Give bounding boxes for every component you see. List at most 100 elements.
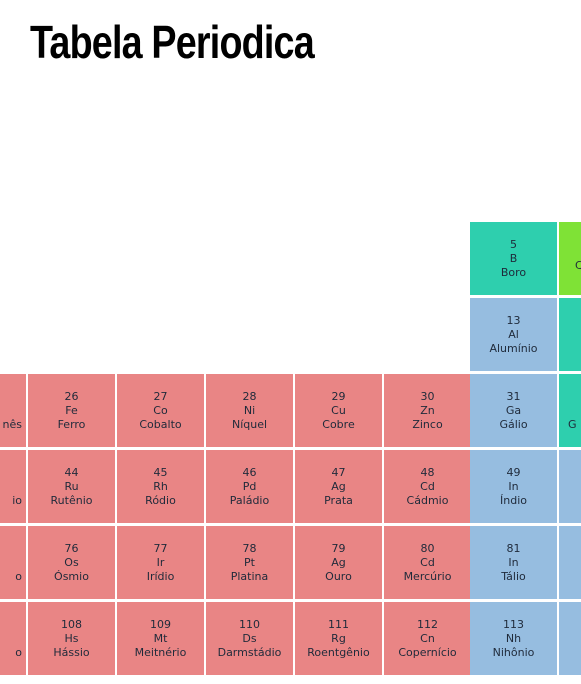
element-cell-boron[interactable]: 5 B Boro <box>470 222 557 295</box>
element-symbol: Pt <box>244 555 255 569</box>
element-name: Platina <box>230 569 269 583</box>
element-cell-platinum[interactable]: 78 Pt Platina <box>206 526 293 599</box>
element-symbol: Cd <box>420 479 435 493</box>
element-name: Ródio <box>145 493 176 507</box>
element-cell-rhodium[interactable]: 45 Rh Ródio <box>117 450 204 523</box>
element-name: Níquel <box>231 417 268 431</box>
element-number: 113 <box>503 617 524 631</box>
element-symbol: Nh <box>505 631 522 645</box>
element-symbol: B <box>509 251 518 265</box>
element-symbol: Al <box>508 327 519 341</box>
element-symbol: Pd <box>242 479 257 493</box>
element-number: 46 <box>242 465 257 479</box>
element-number: 30 <box>420 389 435 403</box>
element-cell-bohrium-partial[interactable]: o <box>0 602 26 675</box>
element-name: Hássio <box>53 645 90 659</box>
element-name: io <box>12 493 22 507</box>
element-number: 108 <box>61 617 82 631</box>
element-number: 27 <box>153 389 168 403</box>
element-number: 78 <box>242 541 257 555</box>
element-number: 44 <box>64 465 79 479</box>
element-symbol: In <box>508 555 519 569</box>
element-name: Darmstádio <box>217 645 282 659</box>
element-cell-aluminium[interactable]: 13 Al Alumínio <box>470 298 557 371</box>
element-number: 5 <box>510 237 517 251</box>
element-symbol: Os <box>64 555 79 569</box>
element-name: Cobalto <box>139 417 182 431</box>
element-cell-darmstadtium[interactable]: 110 Ds Darmstádio <box>206 602 293 675</box>
element-number: 111 <box>328 617 349 631</box>
element-symbol: Rh <box>153 479 168 493</box>
element-symbol: Co <box>153 403 168 417</box>
element-cell-nickel[interactable]: 28 Ni Níquel <box>206 374 293 447</box>
element-name: Mercúrio <box>403 569 452 583</box>
element-cell-carbon-partial[interactable]: C <box>559 222 581 295</box>
element-cell-ruthenium[interactable]: 44 Ru Rutênio <box>28 450 115 523</box>
element-symbol: Ni <box>243 403 256 417</box>
element-cell-indium[interactable]: 49 In Índio <box>470 450 557 523</box>
element-symbol: Cn <box>420 631 435 645</box>
element-number: 77 <box>153 541 168 555</box>
element-cell-thallium[interactable]: 81 In Tálio <box>470 526 557 599</box>
element-number: 13 <box>506 313 521 327</box>
element-cell-copernicium[interactable]: 112 Cn Copernício <box>384 602 471 675</box>
element-cell-silicon-partial[interactable] <box>559 298 581 371</box>
element-cell-osmium[interactable]: 76 Os Ósmio <box>28 526 115 599</box>
element-name: Copernício <box>398 645 457 659</box>
element-cell-zinc[interactable]: 30 Zn Zinco <box>384 374 471 447</box>
element-name: Ferro <box>57 417 86 431</box>
element-name: Zinco <box>412 417 443 431</box>
element-cell-cadmium[interactable]: 48 Cd Cádmio <box>384 450 471 523</box>
element-cell-hassium[interactable]: 108 Hs Hássio <box>28 602 115 675</box>
element-cell-tin-partial[interactable] <box>559 450 581 523</box>
element-name: nês <box>2 417 22 431</box>
element-name: Nihônio <box>492 645 535 659</box>
element-cell-iron[interactable]: 26 Fe Ferro <box>28 374 115 447</box>
element-cell-germanium-partial[interactable]: G <box>559 374 581 447</box>
element-name: Ósmio <box>54 569 89 583</box>
element-name: Gálio <box>499 417 528 431</box>
element-number: 26 <box>64 389 79 403</box>
element-number: 76 <box>64 541 79 555</box>
element-number: 81 <box>506 541 521 555</box>
element-number: 45 <box>153 465 168 479</box>
element-name: Tálio <box>501 569 526 583</box>
element-number: 29 <box>331 389 346 403</box>
element-cell-cobalt[interactable]: 27 Co Cobalto <box>117 374 204 447</box>
element-name: o <box>15 569 22 583</box>
element-cell-silver[interactable]: 47 Ag Prata <box>295 450 382 523</box>
element-cell-palladium[interactable]: 46 Pd Paládio <box>206 450 293 523</box>
element-cell-roentgenium[interactable]: 111 Rg Roentgênio <box>295 602 382 675</box>
element-cell-iridium[interactable]: 77 Ir Irídio <box>117 526 204 599</box>
element-cell-rhenium-partial[interactable]: o <box>0 526 26 599</box>
element-cell-gallium[interactable]: 31 Ga Gálio <box>470 374 557 447</box>
element-name: Ouro <box>325 569 352 583</box>
element-symbol: Fe <box>65 403 78 417</box>
element-name: Rutênio <box>50 493 93 507</box>
element-symbol: Ag <box>331 555 346 569</box>
element-cell-technetium-partial[interactable]: io <box>0 450 26 523</box>
element-symbol: Ds <box>242 631 257 645</box>
element-symbol: Cd <box>420 555 435 569</box>
element-name: Cobre <box>322 417 355 431</box>
element-symbol: Ir <box>156 555 165 569</box>
element-cell-meitnerium[interactable]: 109 Mt Meitnério <box>117 602 204 675</box>
element-cell-manganese-partial[interactable]: nês <box>0 374 26 447</box>
element-cell-flerovium-partial[interactable] <box>559 602 581 675</box>
element-name: o <box>15 645 22 659</box>
element-symbol: Mt <box>153 631 168 645</box>
element-name: C <box>575 258 581 272</box>
element-cell-mercury[interactable]: 80 Cd Mercúrio <box>384 526 471 599</box>
element-name: Irídio <box>146 569 175 583</box>
element-name: Índio <box>500 493 527 507</box>
element-number: 80 <box>420 541 435 555</box>
element-cell-nihonium[interactable]: 113 Nh Nihônio <box>470 602 557 675</box>
element-cell-lead-partial[interactable] <box>559 526 581 599</box>
element-cell-gold[interactable]: 79 Ag Ouro <box>295 526 382 599</box>
element-name: Prata <box>324 493 353 507</box>
element-number: 48 <box>420 465 435 479</box>
element-symbol: Ag <box>331 479 346 493</box>
element-cell-copper[interactable]: 29 Cu Cobre <box>295 374 382 447</box>
element-symbol: Hs <box>64 631 79 645</box>
element-number: 109 <box>150 617 171 631</box>
